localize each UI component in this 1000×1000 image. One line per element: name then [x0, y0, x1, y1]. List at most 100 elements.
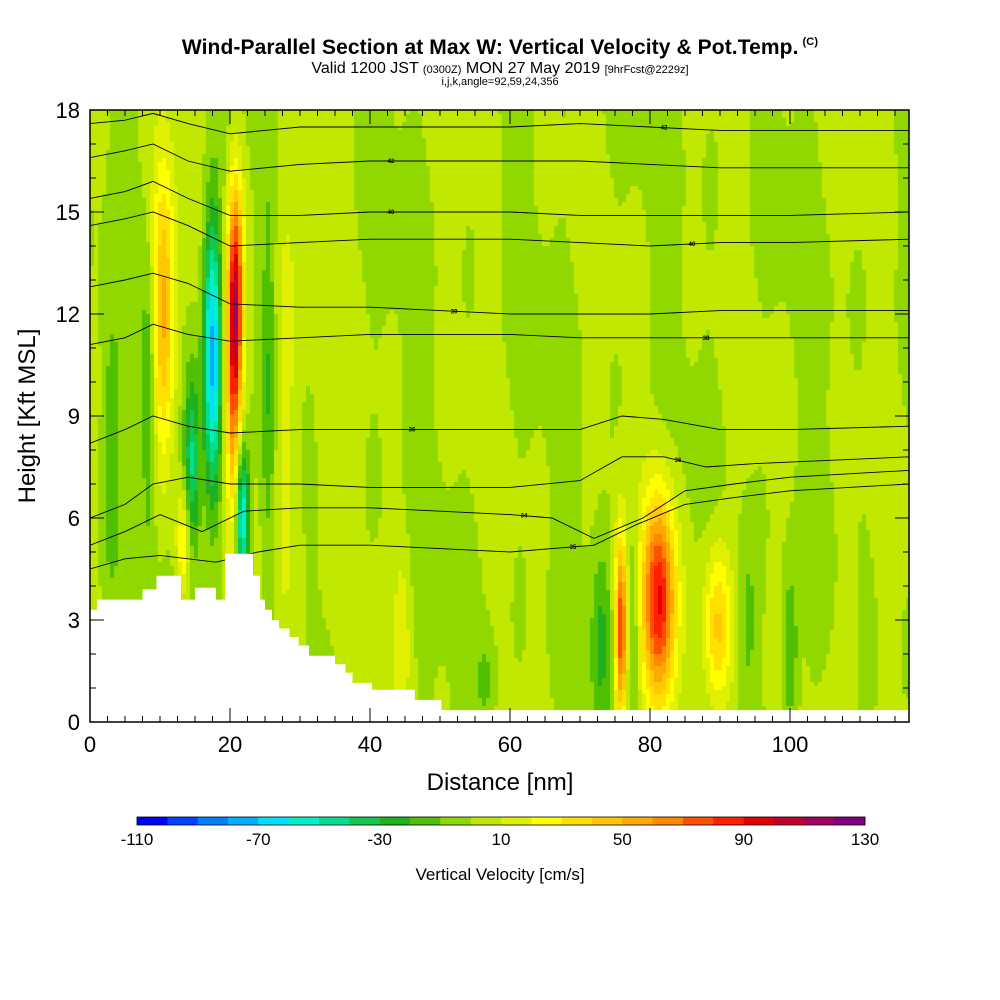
velocity-cell [106, 194, 111, 199]
velocity-cell [862, 142, 867, 147]
velocity-cell [314, 114, 319, 119]
velocity-cell [806, 114, 811, 119]
velocity-cell [594, 174, 599, 179]
velocity-cell [870, 182, 875, 187]
velocity-cell [470, 138, 475, 143]
velocity-cell [626, 178, 631, 183]
velocity-cell [290, 114, 295, 119]
velocity-cell [326, 126, 331, 131]
velocity-cell [874, 178, 879, 183]
velocity-cell [686, 182, 691, 187]
velocity-cell [462, 134, 467, 139]
velocity-cell [334, 114, 339, 119]
velocity-cell [646, 126, 651, 131]
velocity-cell [722, 146, 727, 151]
velocity-cell [374, 130, 379, 135]
velocity-cell [798, 178, 803, 183]
velocity-cell [882, 194, 887, 199]
velocity-cell [586, 150, 591, 155]
velocity-cell [230, 170, 235, 175]
velocity-cell [138, 142, 143, 147]
velocity-cell [154, 202, 159, 207]
velocity-cell [622, 162, 627, 167]
velocity-cell [262, 174, 267, 179]
velocity-cell [250, 170, 255, 175]
velocity-cell [810, 162, 815, 167]
velocity-cell [598, 166, 603, 171]
velocity-cell [226, 170, 231, 175]
velocity-cell [310, 110, 315, 115]
velocity-cell [126, 126, 131, 131]
velocity-cell [610, 110, 615, 115]
velocity-cell [834, 174, 839, 179]
velocity-cell [470, 130, 475, 135]
velocity-cell [906, 146, 909, 151]
velocity-cell [690, 130, 695, 135]
velocity-cell [554, 178, 559, 183]
velocity-cell [906, 198, 909, 203]
velocity-cell [186, 142, 191, 147]
velocity-cell [646, 114, 651, 119]
velocity-cell [506, 158, 511, 163]
velocity-cell [714, 194, 719, 199]
velocity-cell [782, 130, 787, 135]
velocity-cell [494, 182, 499, 187]
velocity-cell [354, 186, 359, 191]
velocity-cell [730, 174, 735, 179]
velocity-cell [662, 126, 667, 131]
velocity-cell [446, 110, 451, 115]
velocity-cell [266, 150, 271, 155]
velocity-cell [138, 194, 143, 199]
velocity-cell [646, 202, 651, 207]
velocity-cell [126, 198, 131, 203]
velocity-cell [482, 110, 487, 115]
velocity-cell [850, 186, 855, 191]
velocity-cell [306, 166, 311, 171]
velocity-cell [214, 162, 219, 167]
velocity-cell [194, 190, 199, 195]
velocity-cell [370, 178, 375, 183]
velocity-cell [690, 158, 695, 163]
velocity-cell [522, 126, 527, 131]
velocity-cell [250, 146, 255, 151]
velocity-cell [258, 142, 263, 147]
velocity-cell [258, 154, 263, 159]
velocity-cell [698, 166, 703, 171]
velocity-cell [334, 138, 339, 143]
velocity-cell [530, 186, 535, 191]
velocity-cell [482, 162, 487, 167]
velocity-cell [790, 122, 795, 127]
velocity-cell [662, 194, 667, 199]
velocity-cell [474, 138, 479, 143]
velocity-cell [838, 190, 843, 195]
velocity-cell [134, 174, 139, 179]
velocity-cell [722, 126, 727, 131]
velocity-cell [702, 114, 707, 119]
velocity-cell [210, 146, 215, 151]
velocity-cell [566, 110, 571, 115]
velocity-cell [466, 146, 471, 151]
velocity-cell [882, 190, 887, 195]
velocity-cell [722, 174, 727, 179]
velocity-cell [778, 170, 783, 175]
velocity-cell [114, 158, 119, 163]
velocity-cell [366, 126, 371, 131]
velocity-cell [658, 118, 663, 123]
velocity-cell [722, 162, 727, 167]
velocity-cell [478, 150, 483, 155]
velocity-cell [770, 134, 775, 139]
velocity-cell [694, 154, 699, 159]
velocity-cell [558, 166, 563, 171]
velocity-cell [302, 134, 307, 139]
velocity-cell [778, 110, 783, 115]
velocity-cell [598, 158, 603, 163]
velocity-cell [610, 130, 615, 135]
velocity-cell [226, 198, 231, 203]
velocity-cell [178, 194, 183, 199]
velocity-cell [742, 114, 747, 119]
velocity-cell [790, 134, 795, 139]
velocity-cell [138, 162, 143, 167]
velocity-cell [530, 158, 535, 163]
velocity-cell [102, 122, 107, 127]
velocity-cell [790, 170, 795, 175]
